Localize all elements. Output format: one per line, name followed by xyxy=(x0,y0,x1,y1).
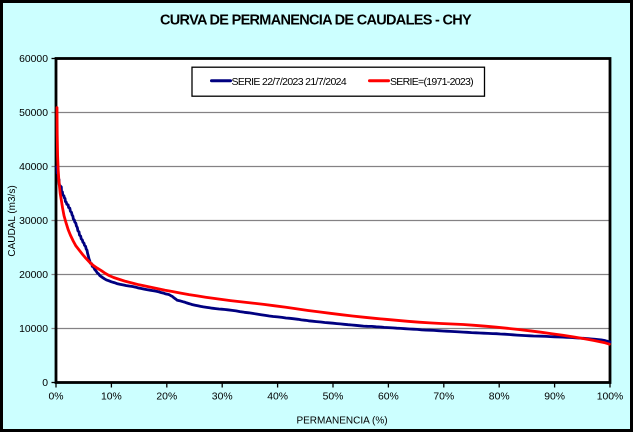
svg-text:0%: 0% xyxy=(48,392,63,403)
svg-text:80%: 80% xyxy=(489,392,510,403)
svg-text:30%: 30% xyxy=(212,392,233,403)
svg-text:70%: 70% xyxy=(433,392,454,403)
svg-text:20%: 20% xyxy=(156,392,177,403)
svg-text:CURVA DE PERMANENCIA DE CAUDAL: CURVA DE PERMANENCIA DE CAUDALES - CHY xyxy=(160,13,472,29)
svg-text:SERIE=(1971-2023): SERIE=(1971-2023) xyxy=(390,76,473,88)
svg-text:10%: 10% xyxy=(101,392,122,403)
svg-text:100%: 100% xyxy=(597,392,624,403)
svg-text:50%: 50% xyxy=(323,392,344,403)
svg-text:CAUDAL (m3/s): CAUDAL (m3/s) xyxy=(7,185,18,256)
svg-text:SERIE 22/7/2023 21/7/2024: SERIE 22/7/2023 21/7/2024 xyxy=(232,76,347,88)
svg-text:40%: 40% xyxy=(267,392,288,403)
svg-text:10000: 10000 xyxy=(19,324,48,335)
svg-text:PERMANENCIA (%): PERMANENCIA (%) xyxy=(296,416,387,427)
svg-text:40000: 40000 xyxy=(19,162,48,173)
svg-text:50000: 50000 xyxy=(19,108,48,119)
svg-text:0: 0 xyxy=(42,378,48,389)
svg-text:20000: 20000 xyxy=(19,270,48,281)
svg-text:90%: 90% xyxy=(544,392,565,403)
svg-text:60000: 60000 xyxy=(19,54,48,65)
svg-text:60%: 60% xyxy=(378,392,399,403)
svg-text:30000: 30000 xyxy=(19,216,48,227)
